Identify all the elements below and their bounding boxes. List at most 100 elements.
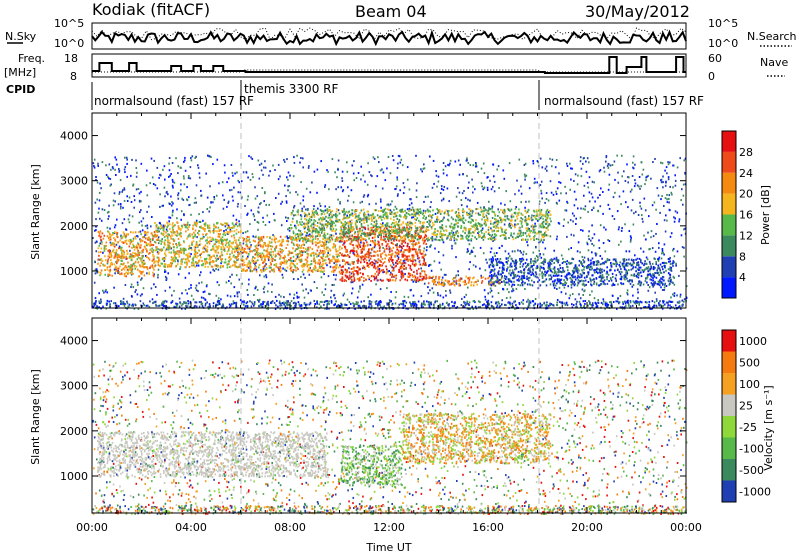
- scatter-cell: [266, 253, 268, 256]
- scatter-cell: [203, 251, 205, 254]
- scatter-cell: [482, 188, 484, 191]
- scatter-cell: [586, 243, 589, 246]
- scatter-cell: [103, 249, 106, 252]
- scatter-cell: [237, 239, 240, 242]
- scatter-cell: [115, 249, 118, 252]
- beam-title: Beam 04: [355, 2, 427, 21]
- scatter-cell: [556, 202, 558, 205]
- scatter-cell: [618, 195, 621, 198]
- scatter-cell: [403, 264, 405, 267]
- scatter-cell: [235, 241, 237, 244]
- scatter-cell: [188, 175, 190, 177]
- scatter-cell: [370, 275, 373, 278]
- scatter-cell: [223, 249, 226, 252]
- scatter-cell: [351, 261, 354, 263]
- scatter-cell: [387, 239, 390, 242]
- scatter-cell: [395, 291, 398, 293]
- scatter-cell: [210, 249, 212, 252]
- scatter-cell: [202, 227, 205, 230]
- scatter-cell: [467, 162, 470, 164]
- scatter-cell: [322, 263, 324, 265]
- scatter-cell: [438, 261, 441, 264]
- scatter-cell: [302, 240, 305, 243]
- scatter-cell: [392, 279, 394, 282]
- scatter-cell: [566, 265, 568, 268]
- scatter-cell: [328, 206, 331, 209]
- scatter-cell: [178, 233, 181, 236]
- scatter-cell: [260, 269, 262, 272]
- scatter-cell: [208, 242, 211, 245]
- scatter-cell: [478, 236, 480, 239]
- scatter-cell: [152, 251, 154, 254]
- scatter-cell: [663, 243, 666, 246]
- scatter-cell: [202, 264, 204, 267]
- scatter-cell: [402, 245, 405, 247]
- scatter-cell: [641, 217, 644, 220]
- scatter-cell: [280, 263, 282, 266]
- scatter-cell: [421, 275, 423, 278]
- scatter-cell: [463, 283, 466, 286]
- scatter-cell: [506, 288, 509, 291]
- scatter-cell: [489, 287, 492, 290]
- scatter-cell: [463, 296, 466, 299]
- scatter-cell: [423, 254, 426, 257]
- scatter-cell: [457, 274, 460, 277]
- scatter-cell: [580, 229, 582, 231]
- scatter-cell: [297, 253, 299, 256]
- scatter-cell: [197, 164, 199, 167]
- scatter-cell: [503, 177, 506, 180]
- scatter-cell: [551, 165, 553, 168]
- scatter-cell: [570, 178, 572, 181]
- scatter-cell: [207, 154, 209, 157]
- scatter-cell: [482, 235, 484, 238]
- scatter-cell: [142, 254, 145, 257]
- scatter-cell: [177, 260, 179, 263]
- scatter-cell: [152, 258, 155, 261]
- scatter-cell: [289, 191, 291, 194]
- scatter-cell: [359, 287, 361, 290]
- scatter-cell: [527, 279, 530, 282]
- scatter-cell: [186, 199, 189, 202]
- scatter-cell: [616, 210, 619, 213]
- scatter-cell: [247, 263, 249, 266]
- scatter-cell: [594, 200, 596, 203]
- scatter-cell: [462, 280, 465, 283]
- scatter-cell: [134, 245, 137, 248]
- scatter-cell: [172, 228, 174, 231]
- scatter-cell: [504, 203, 506, 206]
- scatter-cell: [414, 278, 416, 281]
- scatter-cell: [565, 292, 567, 295]
- scatter-cell: [266, 214, 269, 217]
- scatter-cell: [569, 188, 571, 191]
- scatter-cell: [264, 264, 267, 267]
- scatter-cell: [357, 262, 359, 264]
- scatter-cell: [200, 194, 203, 197]
- scatter-cell: [364, 228, 367, 231]
- scatter-cell: [212, 245, 214, 248]
- scatter-cell: [508, 291, 510, 294]
- scatter-cell: [281, 273, 284, 276]
- scatter-cell: [130, 286, 132, 288]
- scatter-cell: [146, 224, 149, 227]
- scatter-cell: [262, 261, 264, 264]
- scatter-cell: [652, 277, 654, 280]
- scatter-cell: [682, 183, 685, 186]
- scatter-cell: [418, 246, 421, 249]
- scatter-cell: [351, 250, 354, 253]
- scatter-cell: [211, 265, 214, 268]
- scatter-cell: [482, 238, 485, 241]
- scatter-cell: [639, 300, 642, 303]
- scatter-cell: [328, 237, 330, 240]
- scatter-cell: [265, 255, 267, 258]
- scatter-cell: [360, 241, 362, 244]
- scatter-cell: [206, 245, 209, 248]
- scatter-cell: [262, 173, 264, 176]
- scatter-cell: [621, 227, 623, 230]
- scatter-cell: [384, 179, 387, 182]
- scatter-cell: [108, 163, 111, 166]
- scatter-cell: [490, 289, 493, 292]
- scatter-cell: [666, 193, 668, 196]
- scatter-cell: [151, 247, 153, 250]
- scatter-cell: [436, 218, 438, 221]
- scatter-cell: [379, 246, 381, 249]
